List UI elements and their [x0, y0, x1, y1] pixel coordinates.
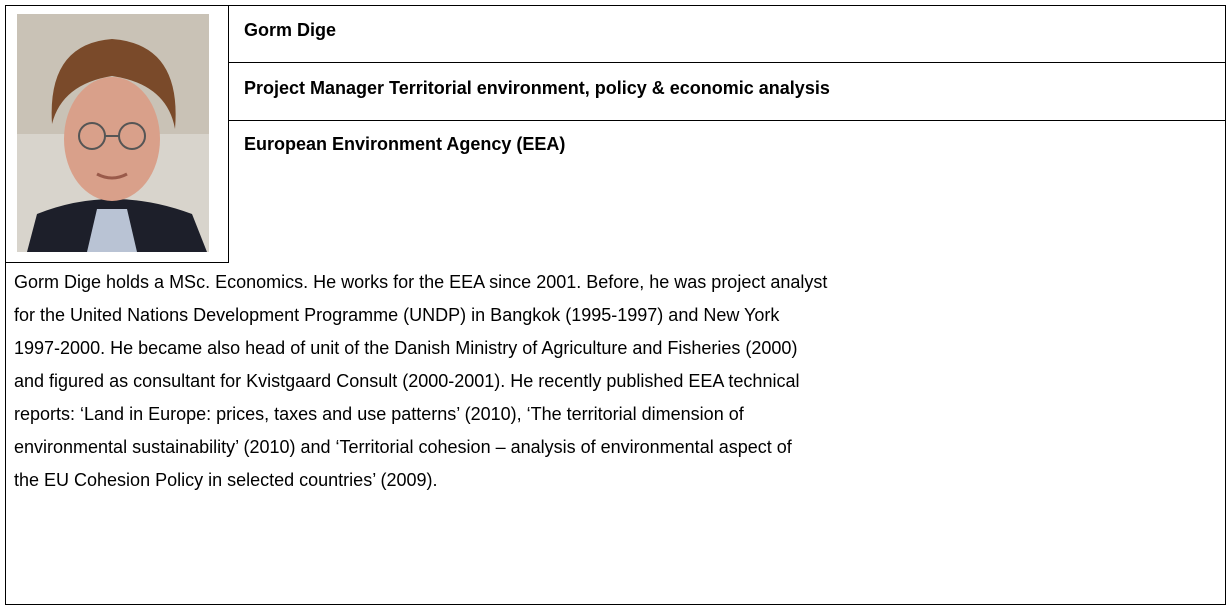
photo — [17, 14, 209, 252]
bio-line: the EU Cohesion Policy in selected count… — [14, 470, 438, 490]
position-cell — [228, 62, 1226, 121]
organization: European Environment Agency (EEA) — [244, 134, 566, 154]
bio-line: and figured as consultant for Kvistgaard… — [14, 371, 800, 391]
bio-line: for the United Nations Development Progr… — [14, 305, 780, 325]
name-cell — [228, 5, 1226, 63]
position: Project Manager Territorial environment,… — [244, 78, 830, 98]
name: Gorm Dige — [244, 20, 337, 40]
photo-cell — [5, 5, 229, 263]
bio-line: Gorm Dige holds a MSc. Economics. He wor… — [14, 272, 828, 292]
bio-line: environmental sustainability’ (2010) and… — [14, 437, 792, 457]
bio-line: 1997-2000. He became also head of unit o… — [14, 338, 798, 358]
bio-line: reports: ‘Land in Europe: prices, taxes … — [14, 404, 744, 424]
